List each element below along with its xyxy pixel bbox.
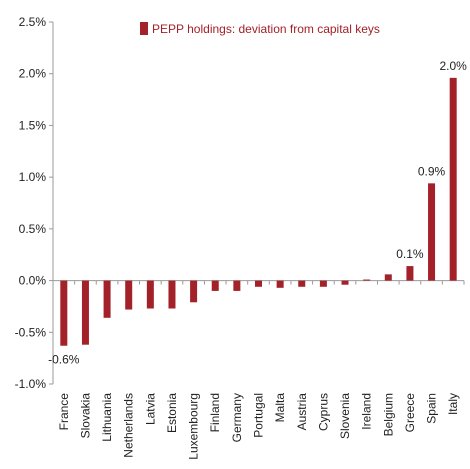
data-label: -0.6% bbox=[48, 353, 80, 367]
bar bbox=[363, 279, 371, 281]
bar bbox=[146, 280, 154, 309]
bar bbox=[103, 280, 111, 318]
bar bbox=[168, 280, 176, 309]
legend-swatch bbox=[140, 22, 148, 35]
bar bbox=[211, 280, 219, 291]
bar bbox=[81, 280, 89, 345]
data-label: 0.1% bbox=[396, 247, 424, 261]
y-tick-label: 0.0% bbox=[19, 274, 47, 288]
bar bbox=[276, 280, 284, 288]
x-tick-label: Netherlands bbox=[122, 393, 136, 458]
x-tick-label: Luxembourg bbox=[187, 393, 201, 460]
legend: PEPP holdings: deviation from capital ke… bbox=[140, 22, 380, 36]
bar bbox=[233, 280, 241, 291]
y-tick-label: 0.5% bbox=[19, 222, 47, 236]
x-tick-label: Lithuania bbox=[100, 393, 114, 442]
x-tick-label: Slovenia bbox=[338, 393, 352, 439]
y-tick-label: 1.0% bbox=[19, 170, 47, 184]
bar bbox=[384, 274, 392, 281]
x-tick-label: Estonia bbox=[165, 393, 179, 433]
y-tick-label: 2.0% bbox=[19, 67, 47, 81]
y-axis: -1.0% -0.5% 0.0% 0.5% 1.0% 1.5% 2.0% 2.5% bbox=[15, 15, 54, 391]
x-tick-label: Finland bbox=[208, 393, 222, 432]
bar bbox=[341, 280, 349, 285]
x-tick-label: Slovakia bbox=[78, 393, 92, 439]
y-tick-label: 2.5% bbox=[19, 15, 47, 29]
x-tick-label: Malta bbox=[273, 393, 287, 423]
x-tick-label: Italy bbox=[446, 393, 460, 415]
data-label: 0.9% bbox=[418, 164, 446, 178]
x-tick-label: Greece bbox=[403, 393, 417, 433]
bar bbox=[406, 266, 414, 281]
bar bbox=[319, 280, 327, 287]
bar bbox=[125, 280, 133, 310]
x-tick-label: Germany bbox=[230, 393, 244, 442]
x-tick-label: France bbox=[57, 393, 71, 431]
x-axis: France Slovakia Lithuania Netherlands Latvia… bbox=[52, 280, 465, 460]
bar bbox=[190, 280, 198, 303]
x-tick-label: Cyprus bbox=[316, 393, 330, 431]
y-tick-label: 1.5% bbox=[19, 118, 47, 132]
bar bbox=[255, 280, 262, 287]
x-tick-label: Latvia bbox=[143, 393, 157, 425]
data-labels: -0.6% 0.1% 0.9% 2.0% bbox=[48, 59, 467, 367]
data-label: 2.0% bbox=[440, 59, 468, 73]
x-tick-label: Belgium bbox=[381, 393, 395, 436]
bar bbox=[449, 77, 457, 281]
y-tick-label: -0.5% bbox=[15, 325, 47, 339]
bar bbox=[428, 183, 436, 281]
x-tick-label: Ireland bbox=[360, 393, 374, 430]
bar bbox=[60, 280, 68, 346]
legend-label: PEPP holdings: deviation from capital ke… bbox=[152, 22, 380, 36]
x-tick-label: Portugal bbox=[252, 393, 266, 438]
bars bbox=[60, 77, 457, 346]
x-tick-label: Austria bbox=[295, 393, 309, 431]
bar bbox=[298, 280, 306, 287]
x-tick-label: Spain bbox=[425, 393, 439, 424]
y-tick-label: -1.0% bbox=[15, 377, 47, 391]
